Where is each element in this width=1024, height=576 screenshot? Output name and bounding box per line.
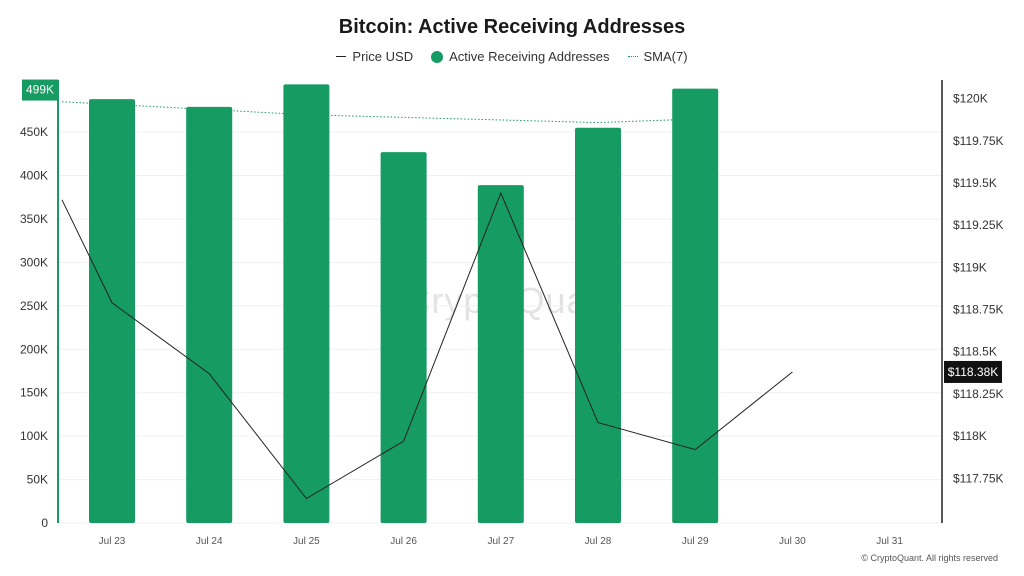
bar-jul-24 — [186, 106, 233, 523]
left-axis-tick-label: 50K — [27, 473, 48, 487]
right-axis-tick-label: $118.75K — [953, 303, 1004, 317]
x-axis-tick-label: Jul 24 — [196, 536, 223, 547]
left-axis-tick-label: 250K — [20, 299, 48, 313]
legend-label-price: Price USD — [352, 49, 414, 64]
dot-swatch-icon — [431, 50, 444, 63]
right-axis-tick-label: $118K — [953, 429, 987, 443]
bar-jul-29 — [672, 88, 719, 523]
right-axis-tick-label: $118.25K — [953, 387, 1004, 401]
bar-jul-28 — [575, 127, 621, 524]
right-axis-tick-label: $120K — [953, 92, 988, 106]
copyright-text: © CryptoQuant. All rights reserved — [861, 553, 998, 563]
x-axis-tick-label: Jul 31 — [876, 536, 903, 547]
left-axis-tick-label: 300K — [20, 255, 48, 269]
right-axis-tick-label: $119K — [953, 260, 987, 274]
line-swatch-icon — [336, 56, 347, 57]
legend-label-active-receiving: Active Receiving Addresses — [449, 49, 610, 64]
legend-item-price[interactable]: Price USD — [336, 49, 413, 64]
x-axis-tick-label: Jul 29 — [682, 536, 709, 547]
left-current-value-label: 499K — [26, 83, 54, 97]
right-axis-tick-label: $119.75K — [953, 134, 1004, 148]
x-axis-tick-label: Jul 27 — [487, 536, 514, 547]
left-axis-tick-label: 350K — [20, 212, 48, 226]
price-line — [61, 191, 793, 500]
x-axis-tick-label: Jul 30 — [779, 536, 806, 547]
left-axis-tick-label: 100K — [20, 429, 48, 443]
right-current-value-label: $118.38K — [948, 365, 999, 379]
left-current-value-marker — [22, 79, 58, 101]
left-axis-tick-label: 150K — [20, 386, 48, 400]
right-axis-tick-label: $119.25K — [953, 218, 1004, 232]
bar-jul-26 — [380, 152, 427, 524]
x-axis-tick-label: Jul 23 — [99, 536, 126, 547]
x-axis-tick-label: Jul 26 — [390, 536, 417, 547]
legend-item-active-receiving[interactable]: Active Receiving Addresses — [431, 49, 610, 64]
legend: Price USD Active Receiving Addresses SMA… — [0, 49, 1024, 64]
bar-jul-23 — [89, 99, 135, 523]
left-axis-tick-label: 0 — [41, 516, 48, 530]
left-axis-tick-label: 400K — [20, 169, 48, 183]
left-axis-tick-label: 450K — [20, 125, 48, 139]
right-current-value-marker — [944, 360, 1002, 383]
left-axis-tick-label: 200K — [20, 342, 48, 356]
dotted-line-swatch-icon — [627, 56, 638, 57]
sma-line — [61, 101, 696, 124]
chart-title: Bitcoin: Active Receiving Addresses — [338, 16, 686, 38]
right-axis-tick-label: $117.75K — [953, 471, 1004, 485]
legend-label-sma: SMA(7) — [643, 49, 688, 64]
bar-jul-27 — [477, 185, 524, 523]
x-axis-tick-label: Jul 28 — [585, 536, 612, 547]
right-axis-tick-label: $119.5K — [953, 176, 997, 190]
bar-jul-25 — [283, 84, 330, 523]
x-axis-tick-label: Jul 25 — [293, 536, 320, 547]
legend-item-sma[interactable]: SMA(7) — [627, 49, 688, 64]
right-axis-tick-label: $118.5K — [953, 345, 997, 359]
